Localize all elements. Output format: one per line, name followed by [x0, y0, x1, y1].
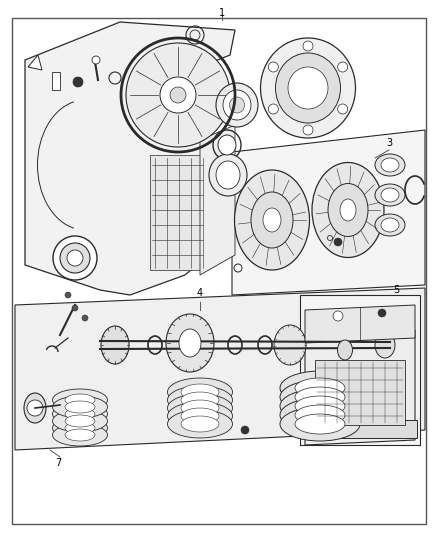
Ellipse shape — [166, 314, 214, 372]
Circle shape — [338, 104, 348, 114]
Ellipse shape — [375, 184, 405, 206]
Ellipse shape — [274, 325, 306, 365]
Polygon shape — [15, 288, 425, 450]
Polygon shape — [28, 55, 42, 70]
Circle shape — [378, 309, 386, 317]
Circle shape — [241, 426, 249, 434]
Polygon shape — [232, 130, 425, 295]
Ellipse shape — [53, 403, 107, 425]
Circle shape — [65, 292, 71, 298]
Ellipse shape — [181, 384, 219, 400]
Ellipse shape — [251, 192, 293, 248]
Ellipse shape — [53, 424, 107, 446]
Ellipse shape — [280, 371, 360, 405]
Ellipse shape — [381, 158, 399, 172]
Ellipse shape — [263, 208, 281, 232]
Circle shape — [303, 41, 313, 51]
Ellipse shape — [181, 400, 219, 416]
Circle shape — [82, 315, 88, 321]
Ellipse shape — [167, 394, 233, 422]
Ellipse shape — [181, 416, 219, 432]
Ellipse shape — [295, 378, 345, 398]
Ellipse shape — [24, 393, 46, 423]
Bar — [315, 360, 405, 425]
Ellipse shape — [167, 402, 233, 430]
Circle shape — [27, 400, 43, 416]
Ellipse shape — [53, 410, 107, 432]
Ellipse shape — [295, 396, 345, 416]
Polygon shape — [305, 330, 415, 445]
Ellipse shape — [53, 389, 107, 411]
Ellipse shape — [65, 394, 95, 406]
Ellipse shape — [288, 67, 328, 109]
Circle shape — [53, 236, 97, 280]
Ellipse shape — [223, 90, 251, 120]
Ellipse shape — [295, 414, 345, 434]
Ellipse shape — [167, 378, 233, 406]
Ellipse shape — [101, 326, 129, 364]
Ellipse shape — [179, 329, 201, 357]
Ellipse shape — [280, 380, 360, 414]
Ellipse shape — [216, 161, 240, 189]
Ellipse shape — [276, 53, 340, 123]
Ellipse shape — [328, 183, 368, 237]
Bar — [52, 72, 60, 90]
Circle shape — [60, 243, 90, 273]
Circle shape — [334, 238, 342, 246]
Text: 1: 1 — [219, 8, 225, 18]
Ellipse shape — [280, 398, 360, 432]
Ellipse shape — [295, 405, 345, 425]
Ellipse shape — [338, 340, 353, 360]
Text: 3: 3 — [386, 138, 392, 148]
Circle shape — [303, 125, 313, 135]
Ellipse shape — [280, 407, 360, 441]
Bar — [300, 295, 420, 445]
Ellipse shape — [53, 417, 107, 439]
Ellipse shape — [181, 408, 219, 424]
Ellipse shape — [65, 429, 95, 441]
Ellipse shape — [230, 97, 244, 113]
Ellipse shape — [381, 188, 399, 202]
Ellipse shape — [65, 415, 95, 427]
Circle shape — [92, 56, 100, 64]
Circle shape — [160, 77, 196, 113]
Ellipse shape — [181, 392, 219, 408]
Ellipse shape — [234, 170, 310, 270]
Circle shape — [126, 43, 230, 147]
Circle shape — [72, 305, 78, 311]
Bar — [150, 155, 205, 270]
Circle shape — [338, 62, 348, 72]
Ellipse shape — [375, 154, 405, 176]
Bar — [303, 420, 417, 438]
Circle shape — [268, 62, 279, 72]
Ellipse shape — [167, 386, 233, 414]
Polygon shape — [305, 305, 415, 343]
Circle shape — [73, 77, 83, 87]
Ellipse shape — [375, 214, 405, 236]
Ellipse shape — [65, 422, 95, 434]
Polygon shape — [200, 125, 235, 275]
Circle shape — [268, 104, 279, 114]
Ellipse shape — [340, 199, 356, 221]
Ellipse shape — [375, 332, 395, 358]
Ellipse shape — [312, 163, 384, 257]
Text: 5: 5 — [393, 285, 399, 295]
Ellipse shape — [65, 408, 95, 420]
Ellipse shape — [381, 218, 399, 232]
Circle shape — [170, 87, 186, 103]
Ellipse shape — [167, 410, 233, 438]
Ellipse shape — [65, 401, 95, 413]
Ellipse shape — [280, 389, 360, 423]
Ellipse shape — [261, 38, 356, 138]
Ellipse shape — [218, 135, 236, 155]
Text: 4: 4 — [197, 288, 203, 298]
Ellipse shape — [53, 396, 107, 418]
Circle shape — [333, 311, 343, 321]
Polygon shape — [25, 22, 235, 295]
Ellipse shape — [295, 387, 345, 407]
Text: 7: 7 — [55, 458, 61, 468]
Circle shape — [67, 250, 83, 266]
Ellipse shape — [216, 83, 258, 127]
Ellipse shape — [209, 154, 247, 196]
